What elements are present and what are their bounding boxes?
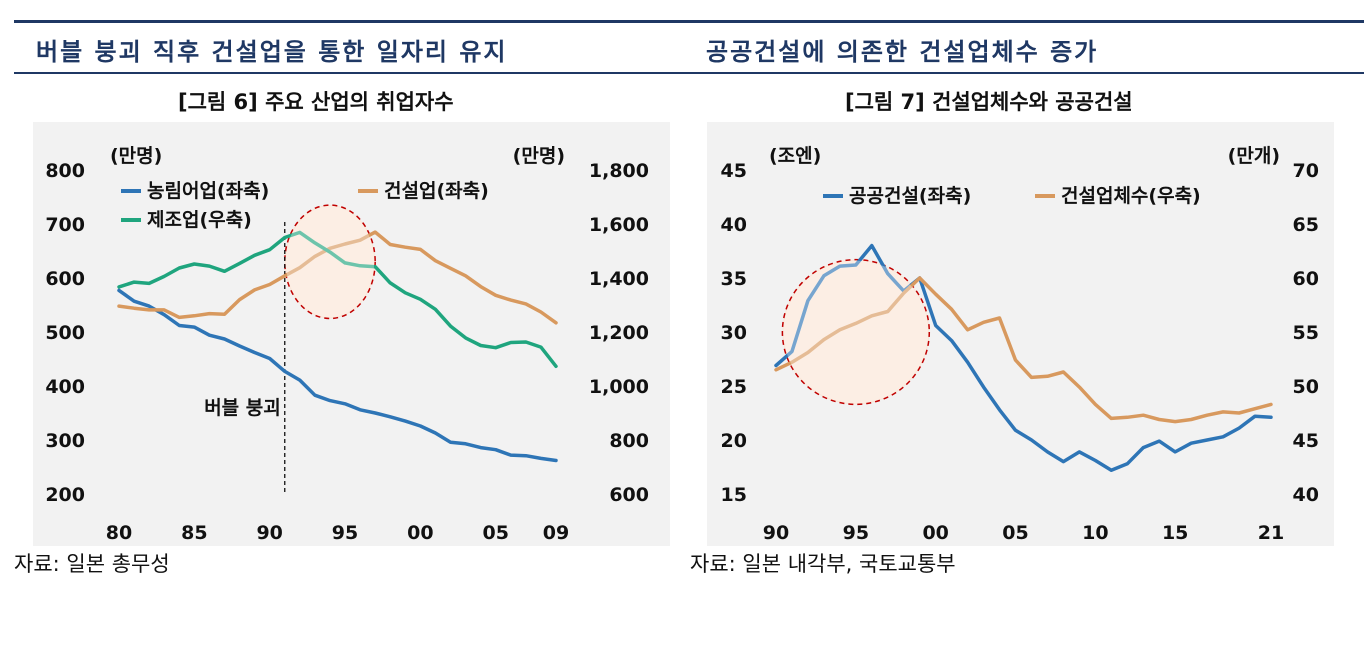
fig6-x-tick: 85 (181, 522, 207, 544)
fig6-x-tick: 09 (543, 522, 569, 544)
fig6-right-y-tick: 600 (609, 484, 649, 506)
fig7-right-y-tick: 55 (1293, 322, 1319, 344)
fig7-series-line-0 (774, 243, 1273, 472)
left-section-heading: 버블 붕괴 직후 건설업을 통한 일자리 유지 (36, 38, 508, 66)
fig6-left-y-tick: 400 (45, 376, 85, 398)
fig6-legend-label: 농림어업(좌축) (147, 180, 269, 202)
fig7-left-axis-unit: (조엔) (769, 145, 821, 167)
fig7-left-y-tick: 45 (721, 160, 747, 182)
figure6-chart: (만명) (만명) 200 600 300 800 400 1,000 500 1,200 600 1… (45, 145, 649, 544)
fig7-left-y-tick: 40 (721, 214, 747, 236)
fig7-series-line-1 (774, 276, 1273, 424)
fig6-right-y-tick: 1,400 (589, 268, 649, 290)
figure7-source-note: 자료: 일본 내각부, 국토교통부 (690, 552, 956, 576)
fig6-left-y-tick: 200 (45, 484, 85, 506)
figure7-chart: (조엔) (만개) 15 40 20 45 25 50 30 55 35 60 40 65 45 70 90 95… (721, 145, 1319, 544)
fig7-left-y-tick: 15 (721, 484, 747, 506)
fig6-legend-label: 건설업(좌축) (384, 180, 489, 202)
fig6-series-line-2 (117, 230, 558, 369)
fig6-x-tick: 80 (106, 522, 132, 544)
fig7-highlight-ellipse (781, 258, 931, 406)
fig6-x-tick: 00 (407, 522, 433, 544)
fig7-legend-label: 공공건설(좌축) (849, 185, 971, 207)
fig6-left-y-tick: 300 (45, 430, 85, 452)
figure6-title: [그림 6] 주요 산업의 취업자수 (178, 90, 454, 114)
fig7-right-y-tick: 40 (1293, 484, 1319, 506)
fig7-right-y-tick: 45 (1293, 430, 1319, 452)
fig7-x-tick: 05 (1002, 522, 1028, 544)
fig6-x-tick: 95 (332, 522, 358, 544)
fig6-x-tick: 90 (256, 522, 282, 544)
fig6-right-y-tick: 800 (609, 430, 649, 452)
fig6-highlight-ellipse (284, 204, 376, 320)
fig6-left-y-tick: 600 (45, 268, 85, 290)
fig6-highlight-wash (285, 206, 375, 318)
fig6-left-y-tick: 500 (45, 322, 85, 344)
fig7-left-y-tick: 30 (721, 322, 747, 344)
fig6-series-line-1 (117, 230, 558, 325)
fig6-series-line-0 (117, 288, 558, 463)
fig7-x-tick: 95 (843, 522, 869, 544)
fig7-right-y-tick: 50 (1293, 376, 1319, 398)
right-section-heading: 공공건설에 의존한 건설업체수 증가 (706, 38, 1099, 66)
figure6-panel: (만명) (만명) 200 600 300 800 400 1,000 500 1,200 600 1… (33, 122, 670, 546)
fig6-bubble-burst-label: 버블 붕괴 (204, 397, 281, 419)
fig7-legend-label: 건설업체수(우축) (1061, 185, 1201, 207)
fig7-left-y-tick: 35 (721, 268, 747, 290)
fig7-right-y-tick: 65 (1293, 214, 1319, 236)
fig7-right-y-tick: 60 (1293, 268, 1319, 290)
fig7-right-axis-unit: (만개) (1228, 145, 1280, 167)
fig6-right-axis-unit: (만명) (513, 145, 565, 167)
fig6-x-tick: 05 (482, 522, 508, 544)
header-top-rule (14, 20, 1364, 23)
fig7-right-y-tick: 70 (1293, 160, 1319, 182)
fig7-x-tick: 90 (763, 522, 789, 544)
fig6-right-y-tick: 1,000 (589, 376, 649, 398)
fig6-right-y-tick: 1,800 (589, 160, 649, 182)
fig6-left-y-tick: 800 (45, 160, 85, 182)
fig6-left-axis-unit: (만명) (110, 145, 162, 167)
fig6-left-y-tick: 700 (45, 214, 85, 236)
fig6-right-y-tick: 1,200 (589, 322, 649, 344)
fig7-x-tick: 21 (1258, 522, 1284, 544)
figure7-title: [그림 7] 건설업체수와 공공건설 (845, 90, 1133, 114)
figure6-source-note: 자료: 일본 총무성 (14, 552, 170, 576)
fig7-x-tick: 10 (1082, 522, 1108, 544)
fig7-left-y-tick: 25 (721, 376, 747, 398)
fig7-left-y-tick: 20 (721, 430, 747, 452)
fig7-highlight-wash (783, 260, 929, 404)
fig6-right-y-tick: 1,600 (589, 214, 649, 236)
fig7-x-tick: 00 (922, 522, 948, 544)
fig7-x-tick: 15 (1162, 522, 1188, 544)
figure7-panel: (조엔) (만개) 15 40 20 45 25 50 30 55 35 60 40 65 45 70 90 95… (707, 122, 1334, 546)
header-bottom-rule (14, 72, 1364, 74)
fig6-legend-label: 제조업(우축) (147, 209, 252, 231)
